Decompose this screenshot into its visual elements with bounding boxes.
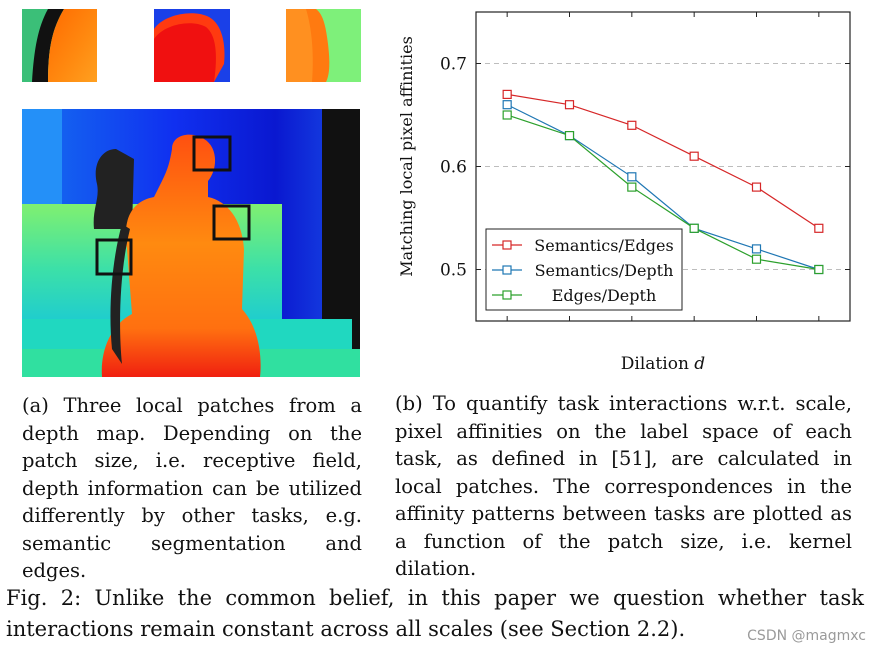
data-point <box>502 100 512 110</box>
data-point <box>502 89 512 100</box>
series-line-1 <box>506 104 820 271</box>
data-point <box>814 264 824 275</box>
data-point <box>751 182 762 192</box>
data-point <box>689 223 699 233</box>
x-axis-label: Dilation d <box>621 354 706 374</box>
legend-swatch-marker <box>502 290 512 300</box>
y-tick-label: 0.5 <box>440 261 467 281</box>
data-point <box>689 151 699 161</box>
watermark: CSDN @magmxc <box>747 628 866 644</box>
series-line-2 <box>506 114 819 271</box>
legend-label: Edges/Depth <box>552 286 657 305</box>
data-point <box>564 100 575 110</box>
depth-map-image <box>22 109 360 377</box>
legend-swatch-marker <box>502 265 512 275</box>
data-point <box>814 223 824 233</box>
data-point <box>564 131 575 141</box>
legend-label: Semantics/Edges <box>534 236 673 255</box>
subfigure-caption-b: (b) To quantify task interactions w.r.t.… <box>395 392 852 580</box>
data-point <box>627 182 637 192</box>
data-point <box>502 110 512 120</box>
patch-image-center <box>154 9 230 82</box>
patch-image-left <box>22 9 97 82</box>
legend-swatch-marker <box>502 240 512 250</box>
legend-label: Semantics/Depth <box>535 261 674 280</box>
y-axis-label: Matching local pixel affinities <box>397 36 416 277</box>
series-line-0 <box>507 93 820 229</box>
y-tick-label: 0.6 <box>440 158 467 178</box>
y-tick-label: 0.7 <box>440 55 467 75</box>
figure-caption: Fig. 2: Unlike the common belief, in thi… <box>6 586 864 641</box>
subfigure-caption-a: (a) Three local patches from a depth map… <box>22 394 362 582</box>
data-point <box>627 172 637 182</box>
chart-legend: Semantics/Edges Semantics/Depth Edges/Dept… <box>485 228 683 311</box>
line-chart: 0.5 0.6 0.7 Matching local pixel affinitie… <box>397 11 851 374</box>
data-point <box>751 254 762 264</box>
data-point <box>627 120 637 130</box>
data-point <box>751 244 762 254</box>
patch-image-right <box>286 9 361 82</box>
